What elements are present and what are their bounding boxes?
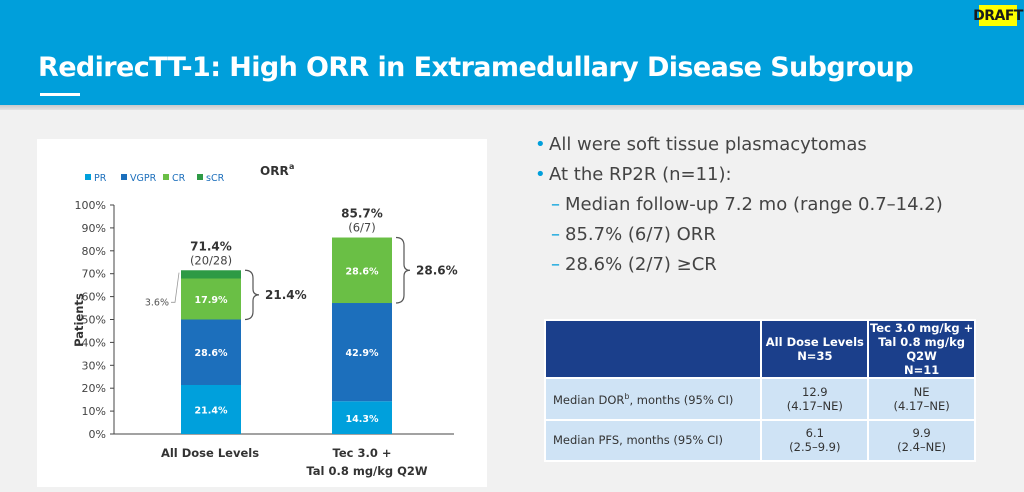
bar-segment-cr [332, 237, 392, 304]
y-axis-label: Patients [72, 293, 86, 347]
outcomes-table: All Dose Levels N=35 Tec 3.0 mg/kg + Tal… [544, 319, 976, 462]
bar-value-label: 14.3% [346, 414, 379, 425]
bar-value-label: 28.6% [346, 266, 379, 277]
legend-label-cr: CR [172, 173, 186, 184]
cr-bracket [395, 236, 411, 304]
draft-badge: DRAFT [973, 5, 1023, 26]
title-underline [40, 93, 80, 96]
y-tick-label: 40% [82, 336, 106, 349]
y-tick-label: 50% [82, 314, 106, 327]
bracket-label: 21.4% [265, 288, 307, 302]
bar-segment-cr [181, 278, 241, 320]
chart-panel: PR VGPR CR sCR ORR a 0% 10% 20% 30% 40% 50% 60% 70% 80… [37, 139, 487, 487]
bar-total-fraction: (20/28) [190, 253, 232, 267]
bar-value-label: 21.4% [195, 405, 228, 416]
x-category-label: All Dose Levels [161, 446, 259, 460]
y-tick-label: 10% [82, 405, 106, 418]
outcomes-table-wrap: All Dose Levels N=35 Tec 3.0 mg/kg + Tal… [544, 319, 976, 462]
chart-title: ORR [260, 164, 289, 178]
legend-swatch-scr [197, 174, 203, 180]
y-tick-label: 0% [89, 428, 106, 441]
bullet-text: At the RP2R (n=11): [549, 164, 732, 185]
legend-label-vgpr: VGPR [130, 173, 157, 184]
y-tick-label: 70% [82, 268, 106, 281]
legend-swatch-pr [85, 174, 91, 180]
scr-callout-label: 3.6% [145, 297, 169, 308]
y-tick-label: 90% [82, 222, 106, 235]
page-title: RedirecTT-1: High ORR in Extramedullary … [38, 52, 914, 83]
bullet-marker: • [535, 134, 546, 155]
legend-swatch-cr [163, 174, 169, 180]
dash-marker: – [551, 254, 560, 275]
y-tick-label: 80% [82, 245, 106, 258]
bar-value-label: 28.6% [195, 348, 228, 359]
bullet-text: 85.7% (6/7) ORR [565, 224, 716, 245]
scr-callout-line [171, 272, 180, 303]
x-category-label: Tal 0.8 mg/kg Q2W [306, 464, 428, 478]
header-shadow [0, 105, 1024, 110]
table-header-all-dose: All Dose Levels N=35 [762, 321, 868, 377]
cell-dor-all: 12.9 (4.17–NE) [762, 379, 868, 419]
dash-marker: – [551, 194, 560, 215]
bullet-text: Median follow-up 7.2 mo (range 0.7–14.2) [565, 194, 943, 215]
legend-swatch-vgpr [121, 174, 127, 180]
table-header-empty [546, 321, 761, 377]
cell-pfs-all: 6.1 (2.5–9.9) [762, 420, 868, 460]
y-tick-label: 60% [82, 291, 106, 304]
table-header-row: All Dose Levels N=35 Tec 3.0 mg/kg + Tal… [546, 321, 974, 377]
orr-stacked-bar-chart: PR VGPR CR sCR ORR a 0% 10% 20% 30% 40% 50% 60% 70% 80… [72, 162, 458, 478]
row-label-dor: Median DORb, months (95% CI) [546, 379, 761, 419]
bar-segment-pr [332, 401, 392, 434]
chart-title-superscript: a [289, 162, 294, 171]
cell-pfs-rp2r: 9.9 (2.4–NE) [869, 420, 974, 460]
y-tick-label: 100% [75, 199, 106, 212]
bar-segment-scr [181, 270, 241, 279]
y-tick-label: 30% [82, 359, 106, 372]
bar-total-pct: 71.4% [190, 239, 232, 253]
dash-marker: – [551, 224, 560, 245]
bullet-text: All were soft tissue plasmacytomas [549, 134, 867, 155]
bar-segment-vgpr [181, 319, 241, 385]
legend-label-scr: sCR [206, 173, 225, 184]
table-header-tec-tal: Tec 3.0 mg/kg + Tal 0.8 mg/kg Q2W N=11 [869, 321, 974, 377]
bullet-marker: • [535, 164, 546, 185]
table-row: Median PFS, months (95% CI) 6.1 (2.5–9.9)… [546, 420, 974, 460]
bar-total-fraction: (6/7) [348, 221, 375, 235]
cell-dor-rp2r: NE (4.17–NE) [869, 379, 974, 419]
y-tick-label: 20% [82, 382, 106, 395]
bar-value-label: 42.9% [346, 348, 379, 359]
bar-segment-pr [181, 384, 241, 434]
row-label-pfs: Median PFS, months (95% CI) [546, 420, 761, 460]
table-row: Median DORb, months (95% CI) 12.9 (4.17–N… [546, 379, 974, 419]
header-bar [0, 0, 1024, 105]
bracket-label: 28.6% [416, 263, 458, 277]
bar-value-label: 17.9% [195, 295, 228, 306]
legend-label-pr: PR [94, 173, 107, 184]
x-category-label: Tec 3.0 + [333, 446, 392, 460]
bar-segment-vgpr [332, 303, 392, 402]
cr-bracket [244, 269, 260, 321]
bar-total-pct: 85.7% [341, 207, 383, 221]
bullet-text: 28.6% (2/7) ≥CR [565, 254, 717, 275]
